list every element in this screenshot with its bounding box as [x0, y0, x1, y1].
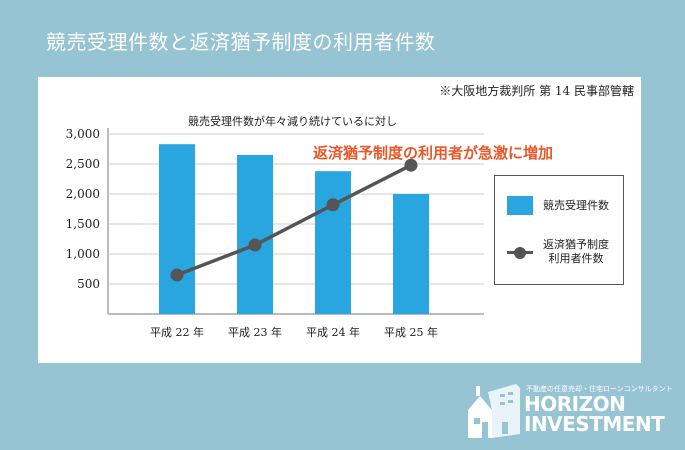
chart-plot: 3,0002,5002,0001,5001,000500 平成 22 年平成 2… — [66, 127, 484, 339]
y-tick-label: 1,000 — [66, 247, 100, 261]
bar — [315, 171, 351, 314]
x-axis: 平成 22 年 平成 23 年 平成 24 年 平成 25 年 — [150, 325, 438, 339]
data-point-marker — [170, 268, 184, 282]
logo-tagline: 不動産の任意売却・住宅ローンコンサルタント — [526, 385, 673, 393]
trend-annotation: 返済猶予制度の利用者が急激に増加 — [313, 144, 554, 162]
legend-item-bar: 競売受理件数 — [507, 196, 609, 215]
logo-name-line2: INVESTMENT — [524, 412, 665, 436]
source-note: ※大阪地方裁判所 第 14 民事部管轄 — [439, 84, 634, 98]
x-tick-label: 平成 25 年 — [384, 325, 438, 339]
bar-swatch-icon — [507, 196, 533, 215]
y-tick-label: 3,000 — [66, 127, 100, 141]
line-marker-icon — [507, 243, 533, 262]
data-point-marker — [248, 238, 262, 252]
y-tick-label: 1,500 — [66, 217, 100, 231]
bar-series — [159, 144, 429, 314]
legend: 競売受理件数 返済猶予制度 利用者件数 — [494, 175, 624, 285]
trend-line — [176, 163, 412, 277]
legend-label-line-2: 利用者件数 — [548, 252, 604, 265]
y-tick-label: 2,500 — [66, 157, 100, 171]
x-tick-label: 平成 24 年 — [306, 325, 360, 339]
bar — [237, 155, 273, 314]
y-tick-label: 500 — [77, 277, 100, 291]
y-axis: 3,000 2,500 2,000 1,500 1,000 500 — [66, 127, 484, 315]
y-tick-label: 2,000 — [66, 187, 100, 201]
data-point-marker — [326, 198, 340, 212]
legend-label-bar: 競売受理件数 — [543, 198, 609, 212]
legend-label-line-1: 返済猶予制度 — [543, 238, 609, 251]
line-series — [170, 158, 418, 282]
data-point-marker — [404, 158, 418, 172]
x-tick-label: 平成 22 年 — [150, 325, 204, 339]
page-title: 競売受理件数と返済猶予制度の利用者件数 — [46, 30, 436, 54]
legend-label-line: 返済猶予制度 利用者件数 — [543, 238, 609, 266]
legend-item-line: 返済猶予制度 利用者件数 — [507, 238, 609, 266]
building-icon — [468, 384, 520, 438]
bar — [393, 194, 429, 314]
logo-name-line1: HORIZON — [524, 392, 626, 416]
x-tick-label: 平成 23 年 — [228, 325, 282, 339]
bar — [159, 144, 195, 314]
chart-title: 競売受理件数が年々減り続けているに対し — [188, 115, 397, 128]
chart-panel: ※大阪地方裁判所 第 14 民事部管轄 競売受理件数が年々減り続けているに対し … — [38, 77, 641, 363]
company-logo: 不動産の任意売却・住宅ローンコンサルタント HORIZON INVESTMENT — [466, 380, 673, 440]
